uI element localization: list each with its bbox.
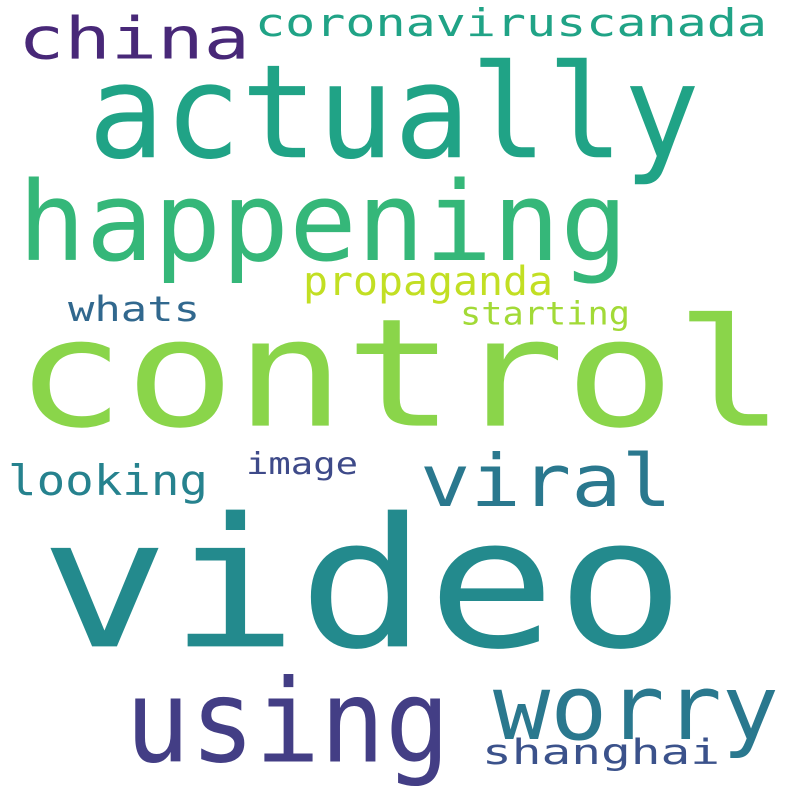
word-looking: looking xyxy=(8,456,208,506)
word-video: video xyxy=(40,480,686,690)
word-using: using xyxy=(125,654,450,790)
word-actually: actually xyxy=(88,37,700,189)
word-shanghai: shanghai xyxy=(482,731,720,773)
word-happening: happening xyxy=(18,158,628,287)
word-starting: starting xyxy=(460,294,631,333)
word-viral: viral xyxy=(420,438,673,523)
word-worry: worry xyxy=(493,656,780,761)
word-china: china xyxy=(18,4,251,73)
word-image: image xyxy=(246,446,359,482)
word-propaganda: propaganda xyxy=(303,258,554,305)
word-control: control xyxy=(15,287,785,462)
word-coronaviruscanada: coronaviruscanada xyxy=(255,1,767,46)
word-whats: whats xyxy=(68,288,200,330)
